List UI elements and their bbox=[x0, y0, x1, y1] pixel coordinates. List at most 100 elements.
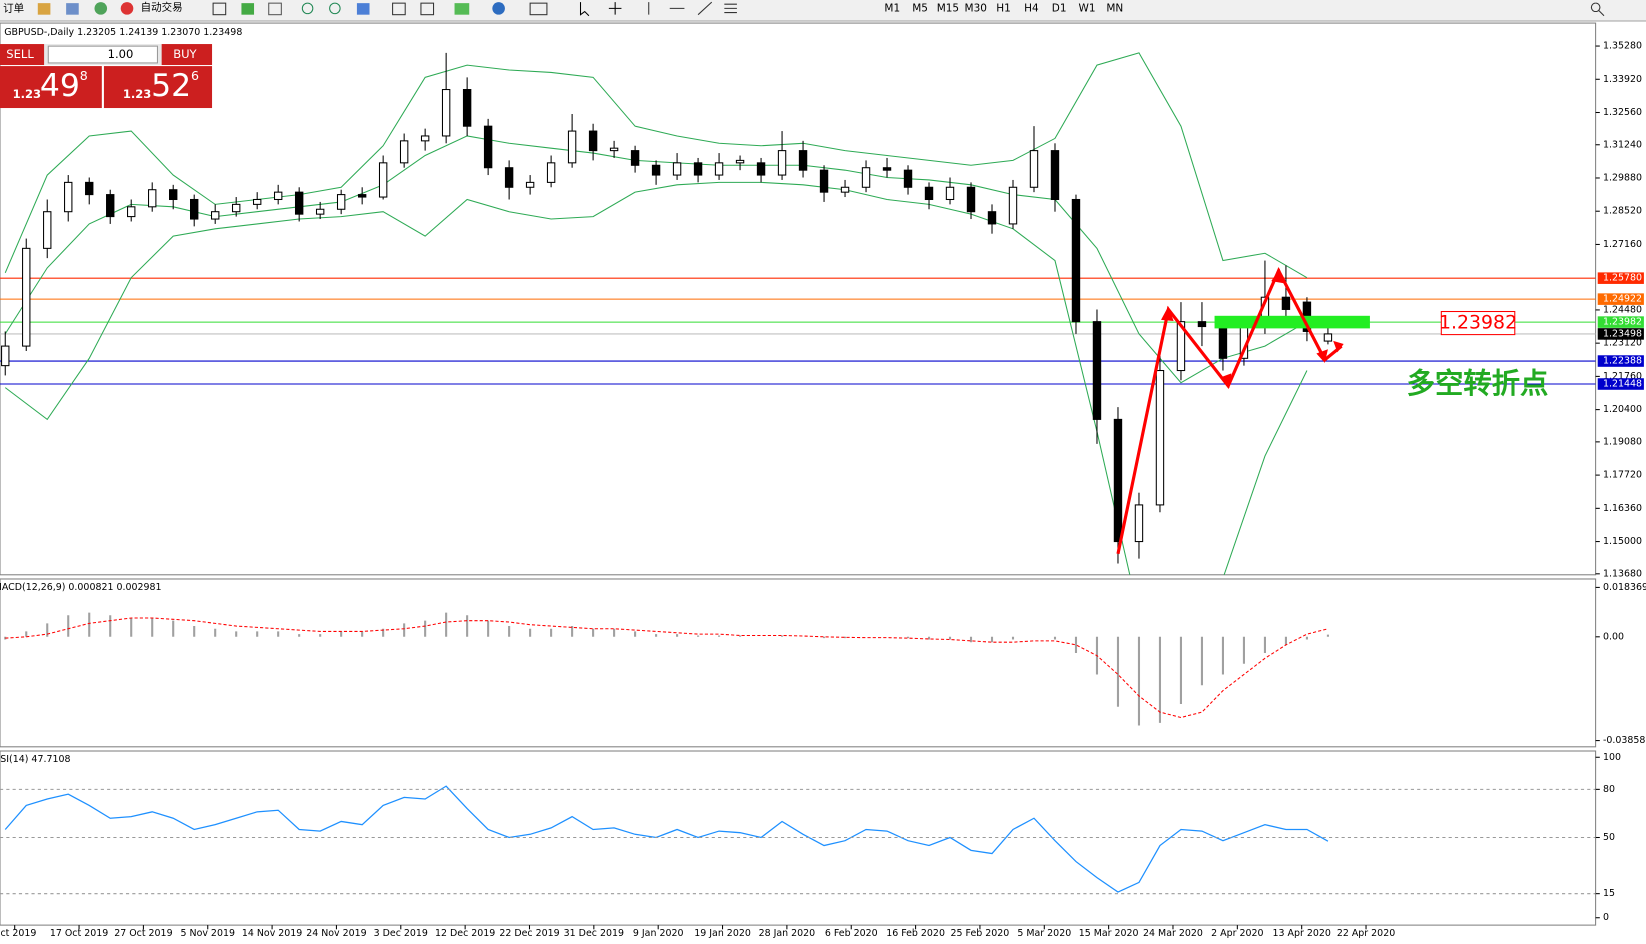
sell-price-sup[interactable]: 8 bbox=[80, 68, 88, 83]
icon[interactable] bbox=[492, 2, 505, 15]
toolbar-bg bbox=[0, 0, 1646, 21]
x-tick-label: 31 Dec 2019 bbox=[564, 928, 624, 939]
toolbar-item[interactable]: 订单 bbox=[3, 2, 24, 14]
x-tick-label: 16 Feb 2020 bbox=[886, 928, 945, 939]
candle-body bbox=[64, 181, 73, 213]
x-tick-label: 9 Jan 2020 bbox=[633, 928, 684, 939]
search-icon[interactable] bbox=[1590, 2, 1605, 17]
timeframe-button[interactable]: H4 bbox=[1024, 2, 1039, 14]
buy-label[interactable]: BUY bbox=[173, 47, 197, 61]
candle-body bbox=[1134, 504, 1144, 543]
y-tick-label: 1.28520 bbox=[1603, 206, 1642, 217]
timeframe-button[interactable]: W1 bbox=[1078, 2, 1095, 14]
price-level-label: 1.24922 bbox=[1603, 294, 1642, 305]
x-tick-label: 2 Apr 2020 bbox=[1211, 928, 1263, 939]
icon[interactable] bbox=[301, 2, 314, 15]
timeframe-button[interactable]: M1 bbox=[884, 2, 900, 14]
icon[interactable] bbox=[356, 3, 370, 15]
icon[interactable] bbox=[120, 2, 134, 15]
icon[interactable] bbox=[329, 2, 341, 15]
macd-plot bbox=[4, 612, 1329, 726]
timeframe-button[interactable]: M30 bbox=[965, 2, 987, 14]
sell-button[interactable] bbox=[0, 44, 45, 66]
sell-price-main[interactable]: 49 bbox=[40, 68, 80, 104]
buy-price-sup[interactable]: 6 bbox=[191, 68, 199, 83]
timeframe-button[interactable]: M5 bbox=[912, 2, 928, 14]
icon[interactable] bbox=[241, 3, 255, 15]
icon[interactable] bbox=[94, 2, 108, 15]
x-tick-label: 24 Mar 2020 bbox=[1143, 928, 1203, 939]
x-tick-label: 27 Oct 2019 bbox=[114, 928, 172, 939]
indicator-title: RSI(14) 47.7108 bbox=[0, 754, 70, 765]
candle-body bbox=[609, 147, 619, 152]
x-tick-label: 15 Mar 2020 bbox=[1079, 928, 1139, 939]
candle-body bbox=[945, 186, 955, 201]
y-tick-label: 1.19080 bbox=[1603, 436, 1642, 447]
buy-price-main[interactable]: 52 bbox=[151, 68, 191, 104]
icon[interactable] bbox=[37, 3, 51, 15]
y-tick-label: 0.018369 bbox=[1603, 582, 1646, 593]
icon[interactable] bbox=[529, 2, 548, 16]
candle-body bbox=[1, 345, 10, 367]
x-tick-label: 28 Jan 2020 bbox=[759, 928, 816, 939]
candle-body bbox=[504, 167, 514, 188]
lot-input[interactable] bbox=[47, 45, 158, 64]
lot-value[interactable]: 1.00 bbox=[108, 47, 134, 61]
candle-body bbox=[756, 162, 766, 176]
timeframe-button[interactable]: M15 bbox=[937, 2, 959, 14]
y-tick-label: 0 bbox=[1603, 912, 1609, 923]
y-tick-label: 80 bbox=[1603, 784, 1615, 795]
icon[interactable] bbox=[66, 3, 79, 15]
icon[interactable] bbox=[608, 2, 622, 15]
candle-body bbox=[127, 206, 136, 218]
sell-label[interactable]: SELL bbox=[6, 47, 34, 61]
x-tick-label: Oct 2019 bbox=[0, 928, 36, 939]
candle-body bbox=[315, 208, 325, 215]
price-level-tag bbox=[1597, 316, 1644, 328]
buy-price-box[interactable] bbox=[103, 66, 213, 109]
price-level-label: 1.23982 bbox=[1603, 317, 1642, 328]
icon[interactable] bbox=[420, 2, 435, 16]
price-level-tag bbox=[1597, 272, 1644, 284]
y-tick-label: 1.24480 bbox=[1603, 304, 1642, 315]
toolbar-item[interactable]: 自动交易 bbox=[141, 0, 183, 13]
buy-button[interactable] bbox=[161, 44, 213, 66]
buy-price-prefix[interactable]: 1.23 bbox=[123, 87, 151, 101]
candle-body bbox=[630, 150, 640, 166]
y-tick-label: 1.23120 bbox=[1603, 338, 1642, 349]
candle-body bbox=[1218, 326, 1228, 359]
sell-price-prefix[interactable]: 1.23 bbox=[13, 87, 41, 101]
sell-price-box[interactable] bbox=[0, 66, 102, 109]
icon[interactable] bbox=[392, 2, 406, 16]
price-level-tag bbox=[1597, 293, 1644, 305]
candle-body bbox=[1029, 150, 1039, 188]
annotation-arrows bbox=[1116, 266, 1344, 555]
annotation-box-text: 1.23982 bbox=[1439, 312, 1517, 334]
candle-body bbox=[399, 140, 409, 164]
icon[interactable] bbox=[268, 2, 282, 16]
timeframe-button[interactable]: MN bbox=[1106, 2, 1123, 14]
candle-body bbox=[22, 247, 31, 347]
macd-signal bbox=[5, 617, 1329, 719]
candle-body bbox=[735, 159, 745, 164]
timeframe-button[interactable]: H1 bbox=[996, 2, 1011, 14]
candle-body bbox=[106, 194, 115, 218]
timeframe-button[interactable]: D1 bbox=[1052, 2, 1067, 14]
candle-body bbox=[210, 211, 220, 220]
candle-body bbox=[882, 167, 892, 171]
icon[interactable] bbox=[648, 1, 737, 16]
icon[interactable] bbox=[454, 3, 470, 15]
icon[interactable] bbox=[212, 2, 227, 16]
price-level-label: 1.21448 bbox=[1603, 379, 1642, 390]
candle-body bbox=[273, 191, 283, 201]
candle-body bbox=[43, 211, 52, 249]
y-tick-label: 1.29880 bbox=[1603, 172, 1642, 183]
x-tick-label: 25 Feb 2020 bbox=[951, 928, 1010, 939]
candle-body bbox=[861, 167, 871, 188]
icon[interactable] bbox=[579, 2, 590, 17]
candle-body bbox=[85, 181, 94, 196]
candle-body bbox=[148, 189, 157, 208]
candle-body bbox=[1176, 321, 1186, 372]
bollinger-lower bbox=[4, 181, 1308, 575]
